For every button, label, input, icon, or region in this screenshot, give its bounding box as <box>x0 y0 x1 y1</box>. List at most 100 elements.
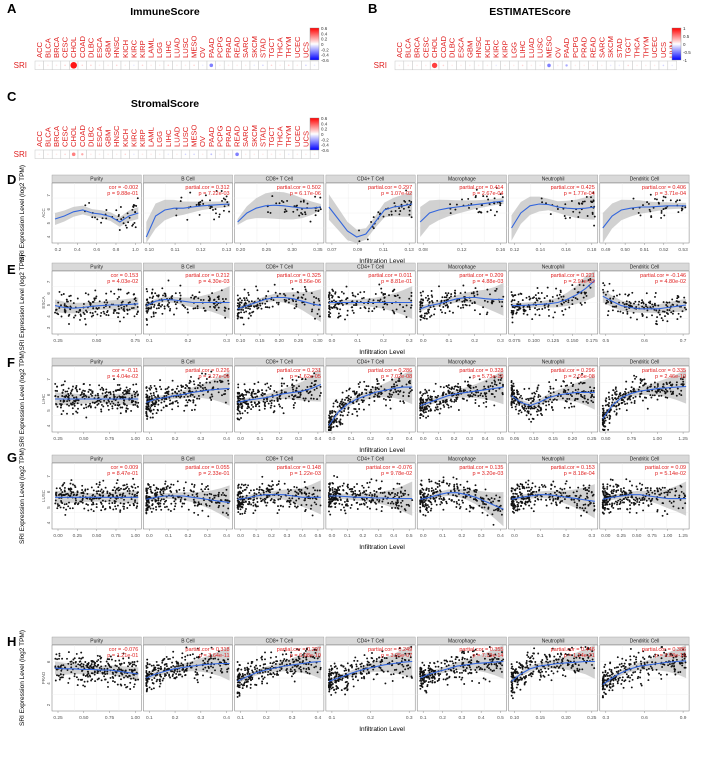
data-point <box>175 307 178 310</box>
data-point <box>170 502 173 505</box>
data-point <box>660 210 663 212</box>
data-point <box>121 493 124 496</box>
data-point <box>408 380 411 382</box>
data-point <box>132 306 135 309</box>
data-point <box>63 380 66 383</box>
data-point <box>241 490 244 492</box>
data-point <box>305 503 308 506</box>
data-point <box>72 483 74 486</box>
data-point <box>284 397 287 400</box>
x-tick-label: 1.0 <box>132 247 139 253</box>
data-point <box>129 387 131 390</box>
data-point <box>169 510 172 512</box>
data-point <box>218 501 221 504</box>
data-point <box>297 488 300 491</box>
data-point <box>518 396 521 399</box>
data-point <box>188 382 191 385</box>
data-point <box>556 294 559 297</box>
heatmap-dot <box>504 64 506 67</box>
data-point <box>57 505 59 507</box>
data-point <box>117 312 120 315</box>
data-point <box>66 403 69 406</box>
data-point <box>152 312 155 315</box>
data-point <box>244 510 247 513</box>
data-point <box>430 294 433 297</box>
facet-title: Macrophage <box>448 265 476 271</box>
x-tick-label: 0.20 <box>236 247 246 253</box>
data-point <box>537 292 540 294</box>
data-point <box>410 304 413 307</box>
data-point <box>512 312 515 315</box>
data-point <box>106 309 109 312</box>
data-point <box>109 493 112 496</box>
data-point <box>145 288 148 290</box>
data-point <box>79 394 82 397</box>
data-point <box>533 405 536 408</box>
category-label: PAAD <box>562 37 571 58</box>
data-point <box>563 380 565 383</box>
category-label: SKCM <box>250 125 259 147</box>
data-point <box>267 484 270 487</box>
data-point <box>453 387 455 390</box>
data-point <box>650 216 653 219</box>
data-point <box>315 297 318 300</box>
data-point <box>115 482 118 485</box>
data-point <box>171 401 174 404</box>
data-point <box>224 389 227 392</box>
data-point <box>368 499 371 502</box>
data-point <box>382 397 385 400</box>
data-point <box>542 402 545 405</box>
data-point <box>468 385 470 388</box>
data-point <box>680 207 683 210</box>
data-point <box>338 420 341 423</box>
data-point <box>634 300 637 303</box>
x-tick-label: 0.10 <box>529 436 539 442</box>
data-point <box>118 403 121 406</box>
data-point <box>163 400 166 403</box>
data-point <box>363 503 366 506</box>
data-point <box>621 398 624 401</box>
data-point <box>354 408 357 411</box>
x-tick-label: 0.25 <box>53 338 63 344</box>
data-point <box>287 492 290 495</box>
data-point <box>220 380 223 383</box>
data-point <box>195 203 198 206</box>
data-point <box>555 379 557 381</box>
x-tick-label: 0.1 <box>146 436 153 442</box>
data-point <box>421 406 424 409</box>
data-point <box>132 403 135 406</box>
data-point <box>184 387 187 390</box>
data-point <box>585 195 588 198</box>
data-point <box>314 317 316 320</box>
data-point <box>628 300 631 303</box>
data-point <box>620 402 623 405</box>
data-point <box>83 313 86 316</box>
data-point <box>579 381 582 384</box>
category-label: PRAD <box>224 36 233 58</box>
data-point <box>267 290 270 293</box>
stat-correlation: partial.cor = 0.335 <box>642 368 686 374</box>
data-point <box>578 283 581 286</box>
data-point <box>646 309 649 312</box>
data-point <box>304 213 307 216</box>
data-point <box>641 299 644 302</box>
data-point <box>510 291 513 294</box>
data-point <box>101 499 104 502</box>
data-point <box>228 500 231 503</box>
data-point <box>345 389 348 392</box>
data-point <box>67 487 70 490</box>
data-point <box>627 294 629 297</box>
data-point <box>343 407 346 410</box>
data-point <box>427 397 430 400</box>
y-tick: 4 <box>46 521 51 524</box>
data-point <box>120 306 123 309</box>
data-point <box>185 399 188 402</box>
data-point <box>555 398 558 401</box>
trend-line <box>602 385 687 420</box>
data-point <box>373 489 376 492</box>
data-point <box>236 395 239 398</box>
data-point <box>148 395 151 398</box>
stat-correlation: cor = -0.002 <box>109 185 139 191</box>
x-tick-label: 0.75 <box>111 533 121 539</box>
